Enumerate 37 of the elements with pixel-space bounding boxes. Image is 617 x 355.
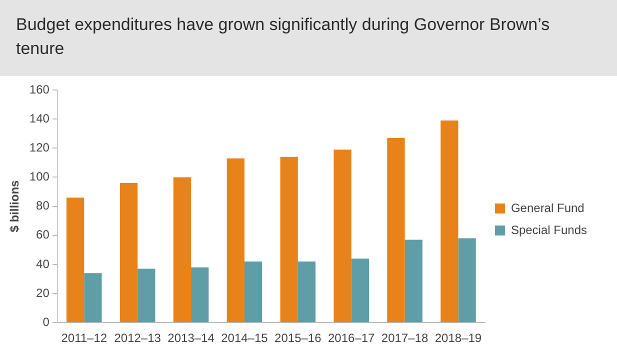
bar bbox=[191, 267, 209, 322]
bar bbox=[440, 120, 458, 322]
y-tick-label: 100 bbox=[29, 170, 50, 184]
bar bbox=[351, 258, 369, 322]
y-axis-title: $ billions bbox=[8, 180, 22, 232]
y-tick-label: 40 bbox=[36, 256, 50, 271]
y-tick-label: 60 bbox=[36, 228, 50, 242]
bar bbox=[458, 238, 476, 322]
bar bbox=[173, 177, 192, 322]
bar bbox=[244, 262, 262, 322]
y-tick-label: 0 bbox=[42, 314, 50, 329]
bar bbox=[120, 183, 138, 322]
y-tick-label: 160 bbox=[29, 82, 50, 96]
x-tick-label: 2018–19 bbox=[434, 331, 482, 346]
bar bbox=[404, 240, 422, 322]
x-tick-label: 2013–14 bbox=[168, 331, 215, 346]
chart-title: Budget expenditures have grown significantly during Governor Brown’s tenure bbox=[0, 0, 617, 76]
x-tick-label: 2017–18 bbox=[381, 331, 428, 346]
bar bbox=[84, 273, 102, 322]
y-tick-label: 120 bbox=[29, 140, 50, 154]
y-tick-label: 20 bbox=[36, 286, 50, 300]
x-tick-label: 2016–17 bbox=[328, 331, 376, 346]
x-tick-label: 2011–12 bbox=[61, 331, 108, 346]
bar bbox=[298, 262, 316, 322]
bar bbox=[280, 156, 298, 322]
bar bbox=[66, 198, 84, 322]
bar bbox=[138, 268, 156, 322]
legend-label: General Fund bbox=[510, 200, 584, 215]
bar bbox=[334, 150, 352, 322]
x-tick-label: 2014–15 bbox=[221, 331, 268, 346]
bar bbox=[226, 158, 244, 322]
legend-label: Special Funds bbox=[510, 222, 588, 237]
bar bbox=[387, 138, 405, 322]
y-tick-label: 80 bbox=[36, 198, 50, 213]
y-tick-label: 140 bbox=[29, 111, 50, 126]
x-tick-label: 2012–13 bbox=[114, 331, 162, 346]
x-tick-label: 2015–16 bbox=[274, 331, 322, 346]
